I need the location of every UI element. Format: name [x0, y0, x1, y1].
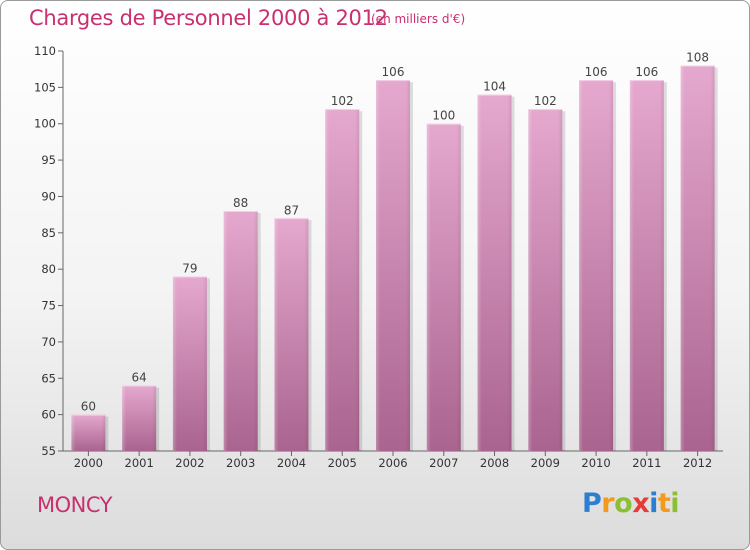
logo-letter: P: [582, 488, 602, 519]
bar-value-label: 106: [382, 65, 405, 79]
bar-value-label: 64: [132, 371, 147, 385]
bar-highlight: [274, 218, 309, 451]
bar-highlight: [680, 65, 715, 451]
x-tick-label: 2012: [683, 456, 712, 470]
x-tick-label: 2000: [74, 456, 103, 470]
bar-value-label: 102: [331, 94, 354, 108]
x-tick-label: 2006: [378, 456, 407, 470]
bar-highlight: [122, 385, 157, 451]
logo-letter: i: [670, 488, 680, 519]
bar-highlight: [629, 80, 664, 451]
logo-letter: r: [601, 488, 615, 519]
logo-letter: o: [614, 488, 633, 519]
x-tick-label: 2002: [175, 456, 204, 470]
bar-highlight: [223, 211, 258, 451]
bar-value-label: 106: [635, 65, 658, 79]
bar-highlight: [71, 414, 106, 451]
proxiti-logo: Proxiti: [582, 488, 680, 519]
y-tick-label: 65: [41, 371, 56, 385]
chart-title: Charges de Personnel 2000 à 2012: [29, 6, 388, 30]
x-tick-label: 2011: [632, 456, 661, 470]
x-tick-label: 2007: [429, 456, 458, 470]
logo-letter: x: [632, 488, 650, 519]
x-tick-label: 2004: [277, 456, 306, 470]
y-tick-label: 75: [41, 299, 56, 313]
x-tick-label: 2008: [480, 456, 509, 470]
bar-highlight: [172, 276, 207, 451]
y-tick-label: 60: [41, 408, 56, 422]
bar-value-label: 100: [432, 109, 455, 123]
y-tick-label: 80: [41, 262, 56, 276]
bar-highlight: [426, 123, 461, 452]
bar-highlight: [528, 109, 563, 451]
x-tick-label: 2003: [226, 456, 255, 470]
bar-highlight: [325, 109, 360, 451]
logo-letter: i: [649, 488, 658, 519]
bar-highlight: [579, 80, 614, 451]
bar-value-label: 79: [182, 261, 197, 275]
chart-unit-label: (en milliers d'€): [371, 12, 466, 26]
bar-value-label: 108: [686, 51, 709, 65]
logo-letter: t: [657, 488, 671, 519]
bar-highlight: [477, 94, 512, 452]
bar-value-label: 88: [233, 196, 248, 210]
y-tick-label: 105: [34, 80, 56, 94]
y-tick-label: 95: [41, 153, 56, 167]
y-tick-label: 90: [41, 189, 56, 203]
bar-value-label: 87: [284, 203, 299, 217]
y-tick-label: 110: [34, 44, 56, 58]
y-tick-label: 70: [41, 335, 56, 349]
y-tick-label: 85: [41, 226, 56, 240]
bar-value-label: 104: [483, 80, 506, 94]
bar-highlight: [376, 80, 410, 451]
bar-value-label: 102: [534, 94, 557, 108]
bar-value-label: 60: [81, 400, 96, 414]
municipality-name: MONCY: [37, 493, 112, 517]
x-tick-label: 2009: [531, 456, 560, 470]
y-tick-label: 55: [41, 444, 56, 458]
x-tick-label: 2010: [581, 456, 610, 470]
x-tick-label: 2005: [328, 456, 357, 470]
x-tick-label: 2001: [125, 456, 154, 470]
bar-value-label: 106: [585, 65, 608, 79]
y-tick-label: 100: [34, 117, 56, 131]
